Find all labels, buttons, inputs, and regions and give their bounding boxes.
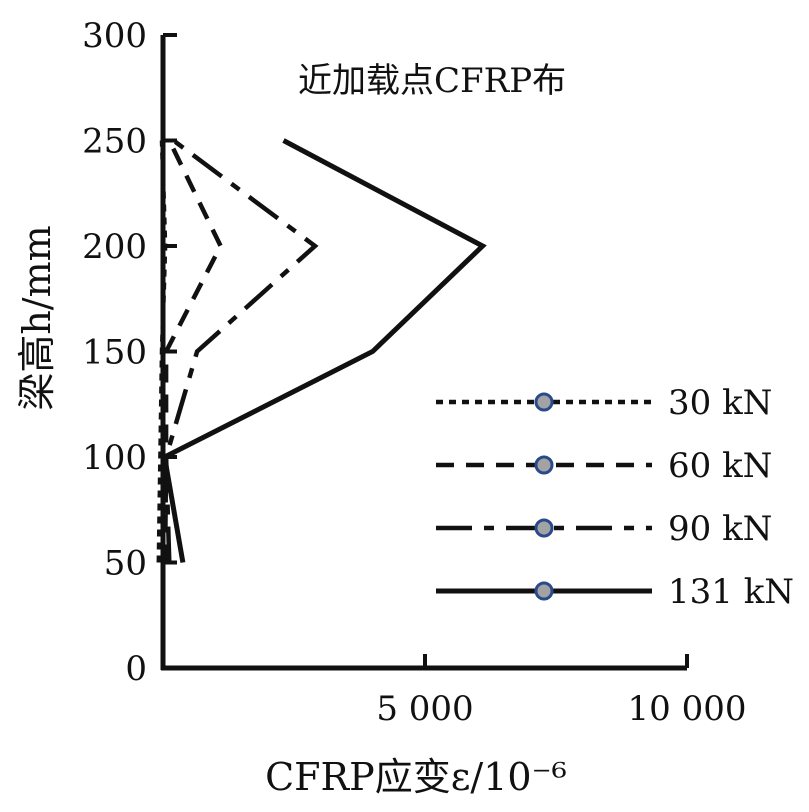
y-tick-label: 0 — [125, 649, 147, 689]
y-tick-label: 200 — [82, 227, 147, 267]
axes — [160, 35, 687, 671]
legend-item: 30 kN — [436, 383, 772, 423]
series-layer — [156, 138, 487, 563]
x-tick-label: 10 000 — [628, 689, 747, 729]
series-line-1 — [156, 140, 168, 563]
y-tick-label: 100 — [82, 438, 147, 478]
x-axis-label: CFRP应变ε/10⁻⁶ — [265, 755, 567, 799]
legend-item: 131 kN — [436, 572, 794, 612]
legend: 30 kN 60 kN 90 kN 131 kN — [436, 383, 794, 612]
legend-marker — [534, 455, 554, 475]
legend-marker — [534, 581, 554, 601]
legend-label: 30 kN — [668, 383, 772, 423]
legend-label: 60 kN — [668, 446, 772, 486]
legend-label: 131 kN — [668, 572, 794, 612]
legend-marker — [534, 392, 554, 412]
y-tick-label: 50 — [104, 544, 147, 584]
y-tick-label: 150 — [82, 333, 147, 373]
x-tick-label: 5 000 — [376, 689, 473, 729]
legend-item: 60 kN — [436, 446, 772, 486]
legend-label: 90 kN — [668, 509, 772, 549]
ticks: 0 50 100 150 200 250 300 5 000 10 000 — [82, 16, 746, 729]
y-tick-label: 250 — [82, 122, 147, 162]
legend-item: 90 kN — [436, 509, 772, 549]
series-line-3 — [163, 138, 319, 563]
chart-title: 近加载点CFRP布 — [298, 61, 566, 101]
y-tick-label: 300 — [82, 16, 147, 56]
y-axis-label: 梁高h/mm — [15, 225, 59, 410]
legend-marker — [534, 518, 554, 538]
series-line-4 — [161, 138, 487, 563]
